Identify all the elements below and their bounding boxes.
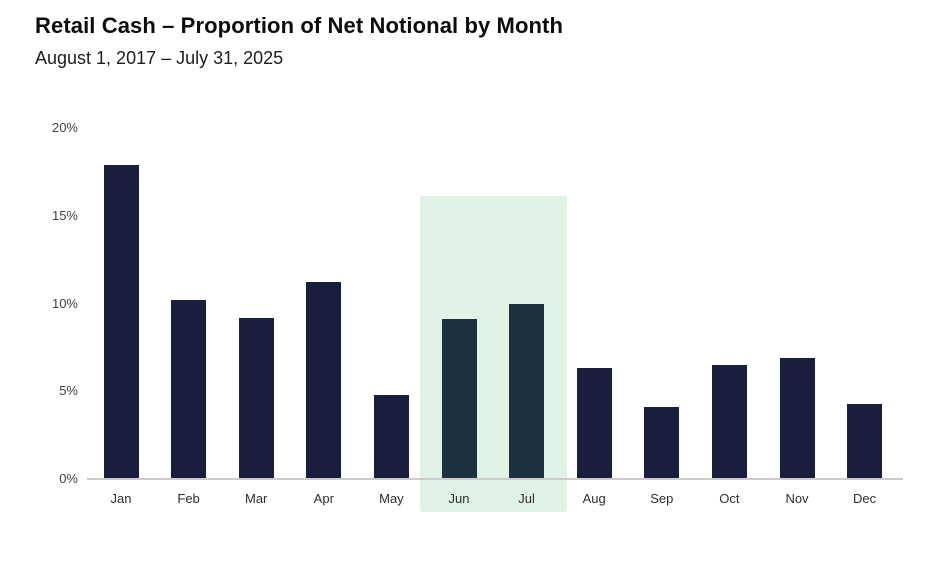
bar-jun xyxy=(441,319,477,479)
x-tick-label-dec: Dec xyxy=(853,491,877,506)
bar-apr xyxy=(306,282,342,479)
bar-jan xyxy=(103,164,139,479)
x-tick-label-jun: Jun xyxy=(448,491,470,506)
x-tick-label-sep: Sep xyxy=(650,491,674,506)
bar-aug xyxy=(576,368,612,479)
x-tick-label-jul: Jul xyxy=(518,491,535,506)
bar-oct xyxy=(711,364,747,479)
x-tick-label-jan: Jan xyxy=(110,491,132,506)
chart-subtitle: August 1, 2017 – July 31, 2025 xyxy=(35,48,284,68)
bar-sep xyxy=(644,407,680,479)
x-tick-label-aug: Aug xyxy=(582,491,606,506)
x-tick-label-oct: Oct xyxy=(719,491,740,506)
x-tick-label-may: May xyxy=(379,491,404,506)
bar-may xyxy=(373,394,409,479)
bar-dec xyxy=(847,403,883,479)
x-tick-label-mar: Mar xyxy=(244,491,268,506)
y-tick-label-0: 0% xyxy=(59,471,78,486)
y-tick-label-5: 5% xyxy=(59,383,78,399)
bar-mar xyxy=(238,317,274,479)
bar-feb xyxy=(171,299,207,479)
y-tick-label-20: 20% xyxy=(51,120,78,135)
chart-title: Retail Cash – Proportion of Net Notional… xyxy=(35,13,564,38)
bar-nov xyxy=(779,357,815,479)
x-axis-line xyxy=(87,478,903,480)
x-tick-label-apr: Apr xyxy=(313,491,334,506)
y-tick-label-10: 10% xyxy=(51,295,78,311)
x-tick-label-nov: Nov xyxy=(785,491,809,506)
y-tick-label-15: 15% xyxy=(51,207,78,223)
bar-jul xyxy=(509,303,545,479)
x-tick-label-feb: Feb xyxy=(177,491,200,506)
